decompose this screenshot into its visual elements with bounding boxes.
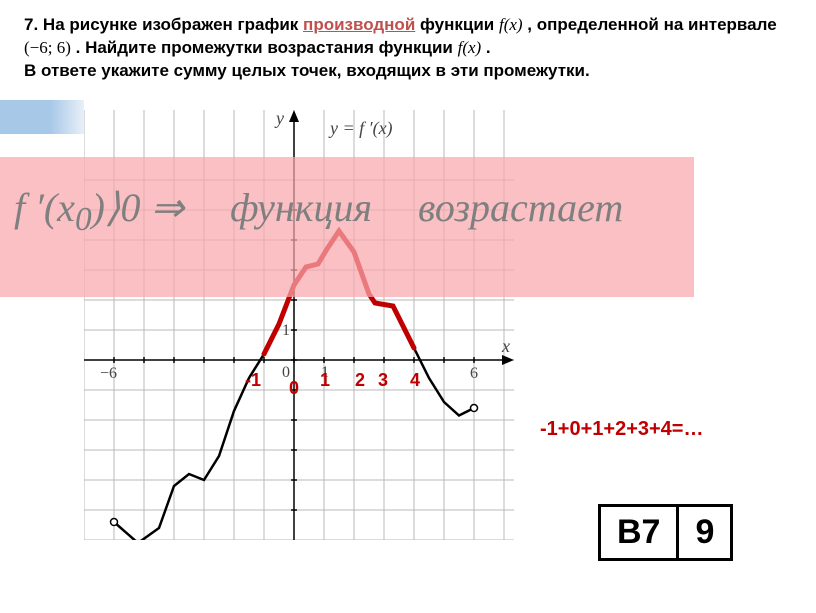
formula-word2: возрастает [418, 185, 623, 230]
problem-number: 7. [24, 15, 38, 34]
formula-sub: 0 [75, 201, 92, 238]
sum-expression: -1+0+1+2+3+4=… [540, 418, 703, 441]
answer-value: 9 [679, 507, 730, 558]
problem-part5: . [486, 38, 491, 57]
tick-one: 1 [320, 370, 330, 391]
problem-part3: , определенной на интервале [527, 15, 776, 34]
formula-word1: функция [230, 185, 372, 230]
answer-box: В7 9 [598, 504, 733, 561]
tick-zero: 0 [289, 378, 299, 399]
svg-text:6: 6 [470, 365, 478, 382]
problem-text: 7. На рисунке изображен график производн… [0, 0, 816, 91]
formula: f ′(x0)⟩0 ⇒ функция возрастает [14, 184, 623, 239]
formula-rhs: )⟩0 ⇒ [92, 185, 184, 230]
svg-text:y = f ′(x): y = f ′(x) [328, 118, 393, 139]
svg-text:y: y [274, 110, 284, 128]
fx-1: f(x) [499, 15, 523, 34]
graph-svg: yxy = f ′(x)−66110 [84, 110, 514, 540]
svg-text:1: 1 [282, 322, 290, 339]
tick-three: 3 [378, 370, 388, 391]
svg-text:−6: −6 [100, 365, 117, 382]
derivative-word: производной [303, 15, 415, 34]
answer-label: В7 [601, 507, 679, 558]
problem-part6: В ответе укажите сумму целых точек, вход… [24, 61, 590, 80]
tick-two: 2 [355, 370, 365, 391]
fx-2: f(x) [458, 38, 482, 57]
problem-part1: На рисунке изображен график [43, 15, 298, 34]
tick-minus1: -1 [245, 370, 261, 391]
svg-text:x: x [501, 336, 510, 356]
formula-lhs: f ′(x [14, 185, 75, 230]
problem-part2: функции [420, 15, 494, 34]
accent-bar [0, 100, 84, 134]
tick-four: 4 [410, 370, 420, 391]
interval: (−6; 6) [24, 38, 71, 57]
problem-part4: . Найдите промежутки возрастания функции [76, 38, 453, 57]
graph-area: yxy = f ′(x)−66110 [84, 110, 514, 540]
